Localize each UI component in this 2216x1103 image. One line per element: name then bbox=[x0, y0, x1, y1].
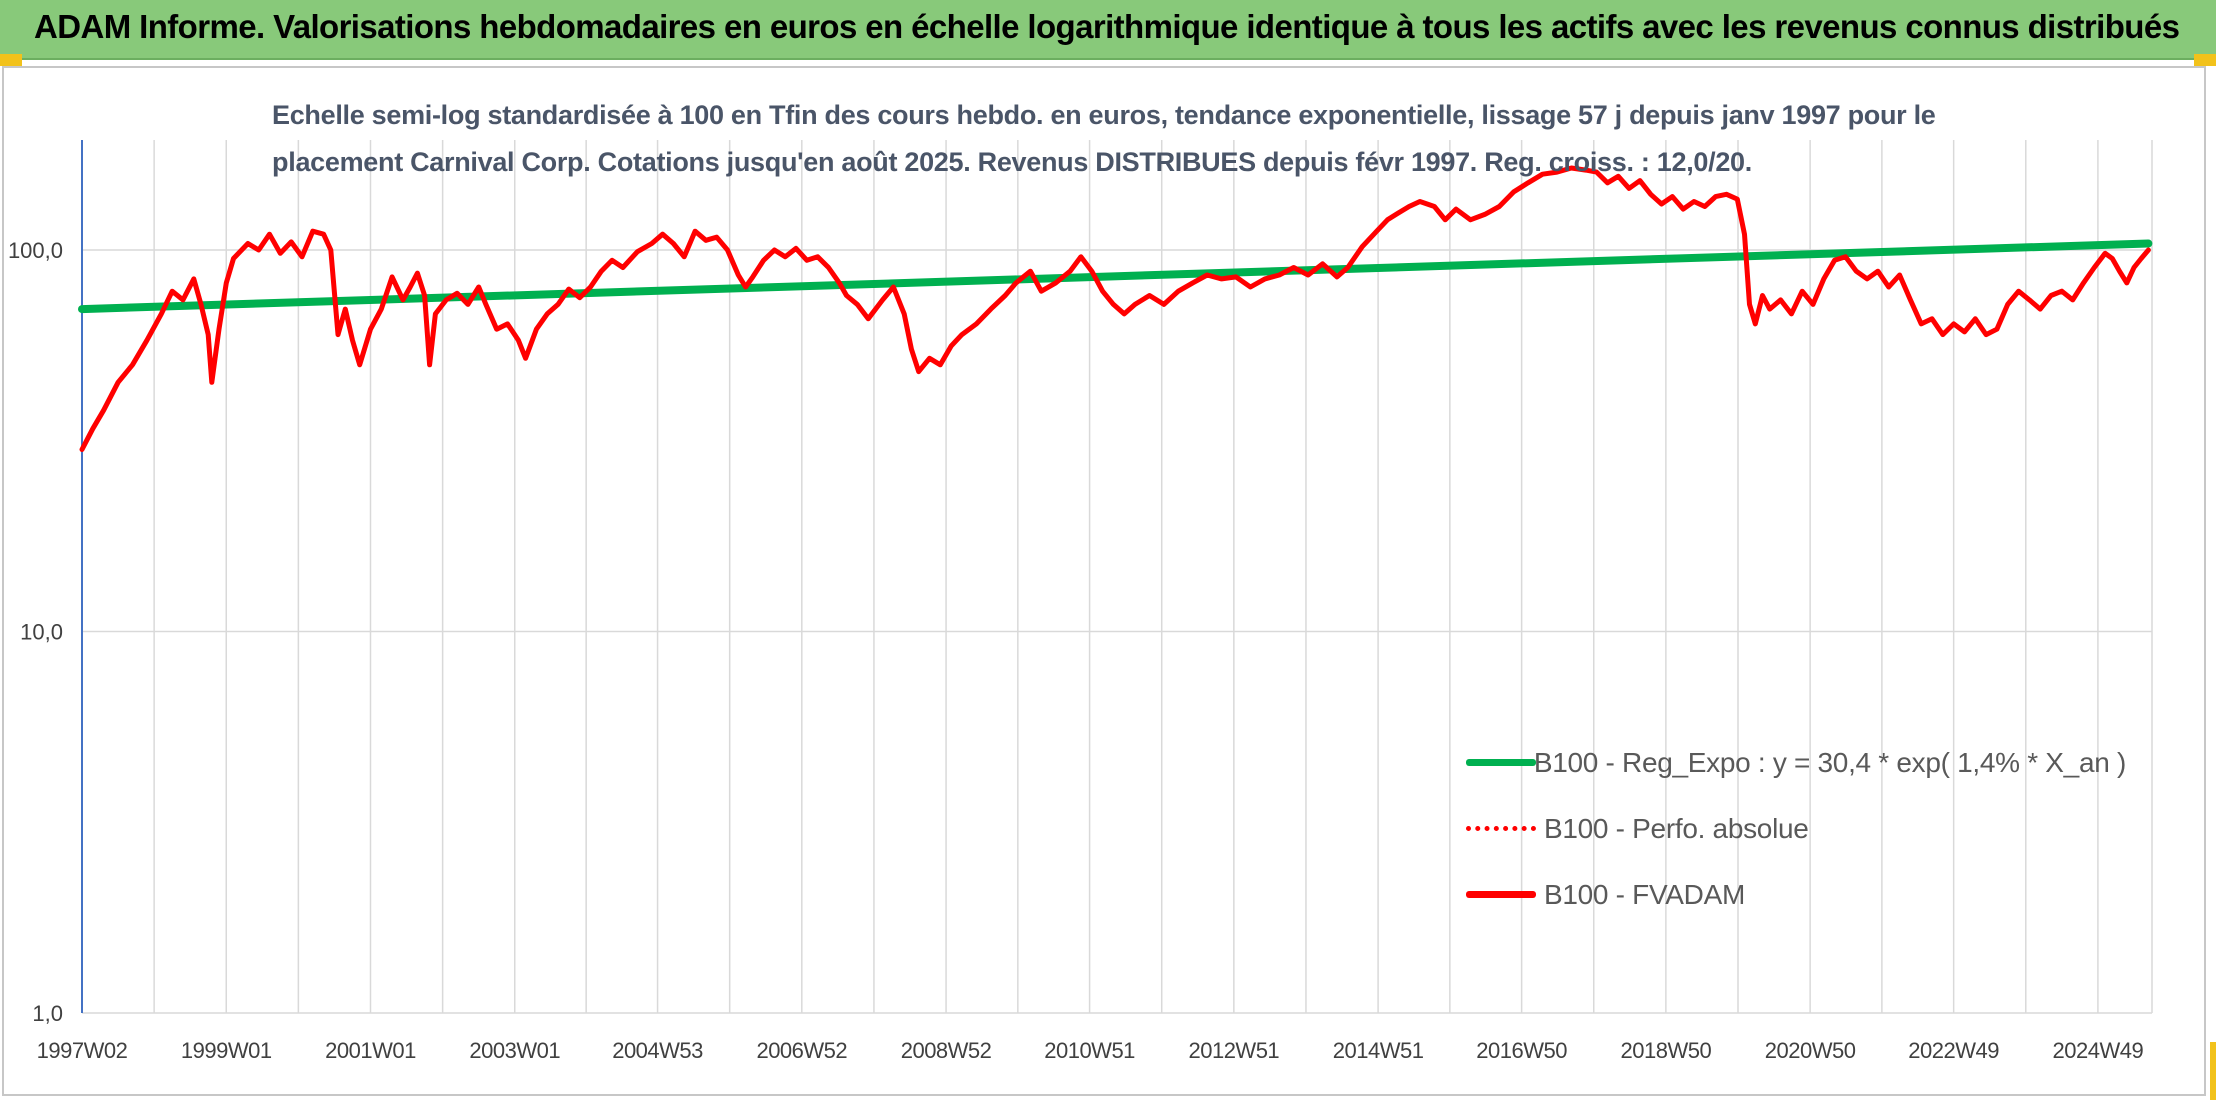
x-tick-label: 2022W49 bbox=[1908, 1038, 1999, 1063]
corner-accent-right bbox=[2194, 54, 2216, 66]
y-tick-label: 100,0 bbox=[8, 238, 63, 263]
chart-legend: B100 - Reg_Expo : y = 30,4 * exp( 1,4% *… bbox=[1466, 730, 2126, 928]
fvadam-series-line bbox=[79, 165, 2151, 452]
x-tick-label: 2020W50 bbox=[1765, 1038, 1856, 1063]
legend-swatch-trend bbox=[1466, 755, 1536, 771]
legend-label-trend: B100 - Reg_Expo : y = 30,4 * exp( 1,4% *… bbox=[1533, 747, 2126, 778]
legend-label-fvadam: B100 - FVADAM bbox=[1544, 879, 1745, 910]
report-title: ADAM Informe. Valorisations hebdomadaire… bbox=[34, 8, 2180, 45]
x-tick-label: 2004W53 bbox=[612, 1038, 703, 1063]
chart-title: Echelle semi-log standardisée à 100 en T… bbox=[272, 92, 1936, 186]
legend-item-perfo: B100 - Perfo. absolue bbox=[1466, 796, 2126, 862]
chart-title-line1: Echelle semi-log standardisée à 100 en T… bbox=[272, 100, 1936, 130]
chart-title-line2: placement Carnival Corp. Cotations jusqu… bbox=[272, 147, 1752, 177]
x-tick-label: 2001W01 bbox=[325, 1038, 416, 1063]
chart-frame bbox=[2, 66, 2206, 1096]
side-accent bbox=[2210, 1042, 2216, 1100]
x-tick-label: 2012W51 bbox=[1188, 1038, 1279, 1063]
x-tick-label: 2024W49 bbox=[2053, 1038, 2144, 1063]
legend-label-perfo: B100 - Perfo. absolue bbox=[1544, 813, 1809, 844]
legend-swatch-perfo bbox=[1466, 821, 1536, 837]
x-tick-label: 2003W01 bbox=[469, 1038, 560, 1063]
corner-accent-left bbox=[0, 54, 22, 66]
report-header: ADAM Informe. Valorisations hebdomadaire… bbox=[0, 0, 2216, 60]
x-tick-label: 1997W02 bbox=[37, 1038, 128, 1063]
y-tick-label: 1,0 bbox=[32, 1001, 63, 1026]
legend-item-fvadam: B100 - FVADAM bbox=[1466, 862, 2126, 928]
x-tick-label: 2008W52 bbox=[901, 1038, 992, 1063]
x-tick-label: 2010W51 bbox=[1044, 1038, 1135, 1063]
x-tick-label: 2018W50 bbox=[1621, 1038, 1712, 1063]
x-tick-label: 2016W50 bbox=[1476, 1038, 1567, 1063]
x-tick-label: 2014W51 bbox=[1333, 1038, 1424, 1063]
y-tick-label: 10,0 bbox=[20, 620, 63, 645]
x-tick-label: 2006W52 bbox=[756, 1038, 847, 1063]
x-tick-label: 1999W01 bbox=[181, 1038, 272, 1063]
legend-swatch-fvadam bbox=[1466, 887, 1536, 903]
legend-item-trend: B100 - Reg_Expo : y = 30,4 * exp( 1,4% *… bbox=[1466, 730, 2126, 796]
